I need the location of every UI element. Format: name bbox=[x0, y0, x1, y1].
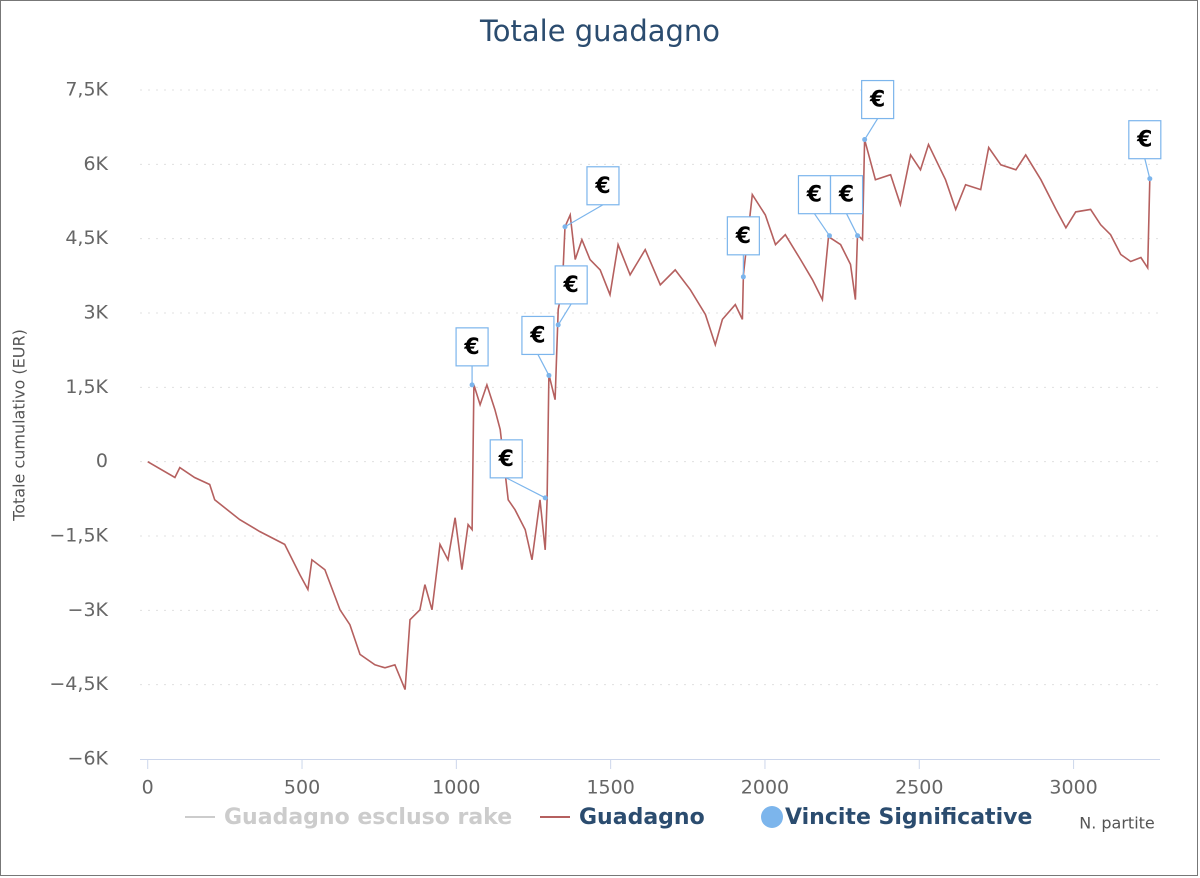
y-tick-label: 3K bbox=[83, 302, 108, 324]
x-tick-label: 3000 bbox=[1049, 777, 1097, 799]
legend-item[interactable]: Vincite Significative bbox=[761, 805, 1032, 830]
flag-label: € bbox=[806, 183, 822, 208]
win-point bbox=[469, 382, 475, 388]
win-point bbox=[740, 274, 746, 280]
flag-label: € bbox=[838, 183, 854, 208]
win-point bbox=[1147, 176, 1153, 182]
flag-connector bbox=[864, 118, 879, 140]
flag-box bbox=[726, 216, 760, 256]
legend-item[interactable]: Guadagno escluso rake bbox=[185, 805, 512, 830]
x-tick-label: 2000 bbox=[741, 777, 789, 799]
line-series bbox=[147, 139, 1151, 690]
flag-label: € bbox=[463, 335, 479, 360]
x-tick-label: 1500 bbox=[586, 777, 634, 799]
x-tick-label: 0 bbox=[142, 777, 154, 799]
y-tick-label: −1,5K bbox=[49, 525, 108, 547]
flag-label: € bbox=[869, 88, 885, 113]
flag-label: € bbox=[529, 323, 545, 348]
y-tick-label: −4,5K bbox=[49, 673, 108, 695]
flag-box bbox=[455, 327, 489, 367]
y-tick-label: 1,5K bbox=[65, 376, 108, 398]
win-point bbox=[546, 372, 552, 378]
flag-box bbox=[1128, 120, 1162, 160]
legend-item[interactable]: Guadagno bbox=[540, 805, 705, 830]
flag-label: € bbox=[735, 224, 751, 249]
flag-box bbox=[489, 439, 523, 479]
win-point bbox=[862, 137, 868, 143]
x-tick-label: 500 bbox=[284, 777, 320, 799]
y-tick-label: 0 bbox=[96, 450, 108, 472]
flag-box bbox=[829, 175, 864, 215]
flag-connector bbox=[505, 477, 546, 499]
flag-label: € bbox=[594, 174, 610, 199]
flag-label: € bbox=[1136, 128, 1152, 153]
flag-connector bbox=[846, 213, 859, 236]
legend-label: Guadagno escluso rake bbox=[224, 805, 512, 830]
flag-connector bbox=[537, 354, 550, 376]
y-tick-label: −6K bbox=[68, 748, 109, 770]
x-axis-title: N. partite bbox=[1079, 814, 1155, 833]
win-point bbox=[826, 233, 832, 239]
y-tick-label: 7,5K bbox=[65, 79, 108, 101]
x-tick-label: 1000 bbox=[432, 777, 480, 799]
win-point bbox=[555, 322, 561, 328]
legend-label: Guadagno bbox=[579, 805, 705, 830]
legend-label: Vincite Significative bbox=[785, 805, 1032, 830]
chart-title: Totale guadagno bbox=[479, 14, 720, 48]
y-tick-label: 4,5K bbox=[65, 227, 108, 249]
y-tick-label: 6K bbox=[83, 153, 108, 175]
legend-symbol bbox=[761, 806, 783, 828]
flag-connector bbox=[557, 303, 572, 326]
y-tick-label: −3K bbox=[68, 599, 109, 621]
flag-box bbox=[521, 315, 555, 356]
flag-box bbox=[861, 79, 895, 120]
flag-box bbox=[586, 166, 620, 206]
flag-label: € bbox=[563, 273, 579, 298]
flag-box bbox=[797, 175, 832, 215]
win-point bbox=[855, 233, 861, 239]
x-tick-label: 2500 bbox=[895, 777, 943, 799]
win-point bbox=[562, 224, 568, 230]
flag-connector bbox=[1144, 158, 1151, 179]
flag-connector bbox=[813, 213, 830, 237]
win-point bbox=[542, 495, 548, 501]
flag-label: € bbox=[498, 447, 514, 472]
flag-connector bbox=[564, 204, 604, 228]
flag-box bbox=[554, 265, 588, 305]
y-axis-title: Totale cumulativo (EUR) bbox=[10, 329, 29, 522]
